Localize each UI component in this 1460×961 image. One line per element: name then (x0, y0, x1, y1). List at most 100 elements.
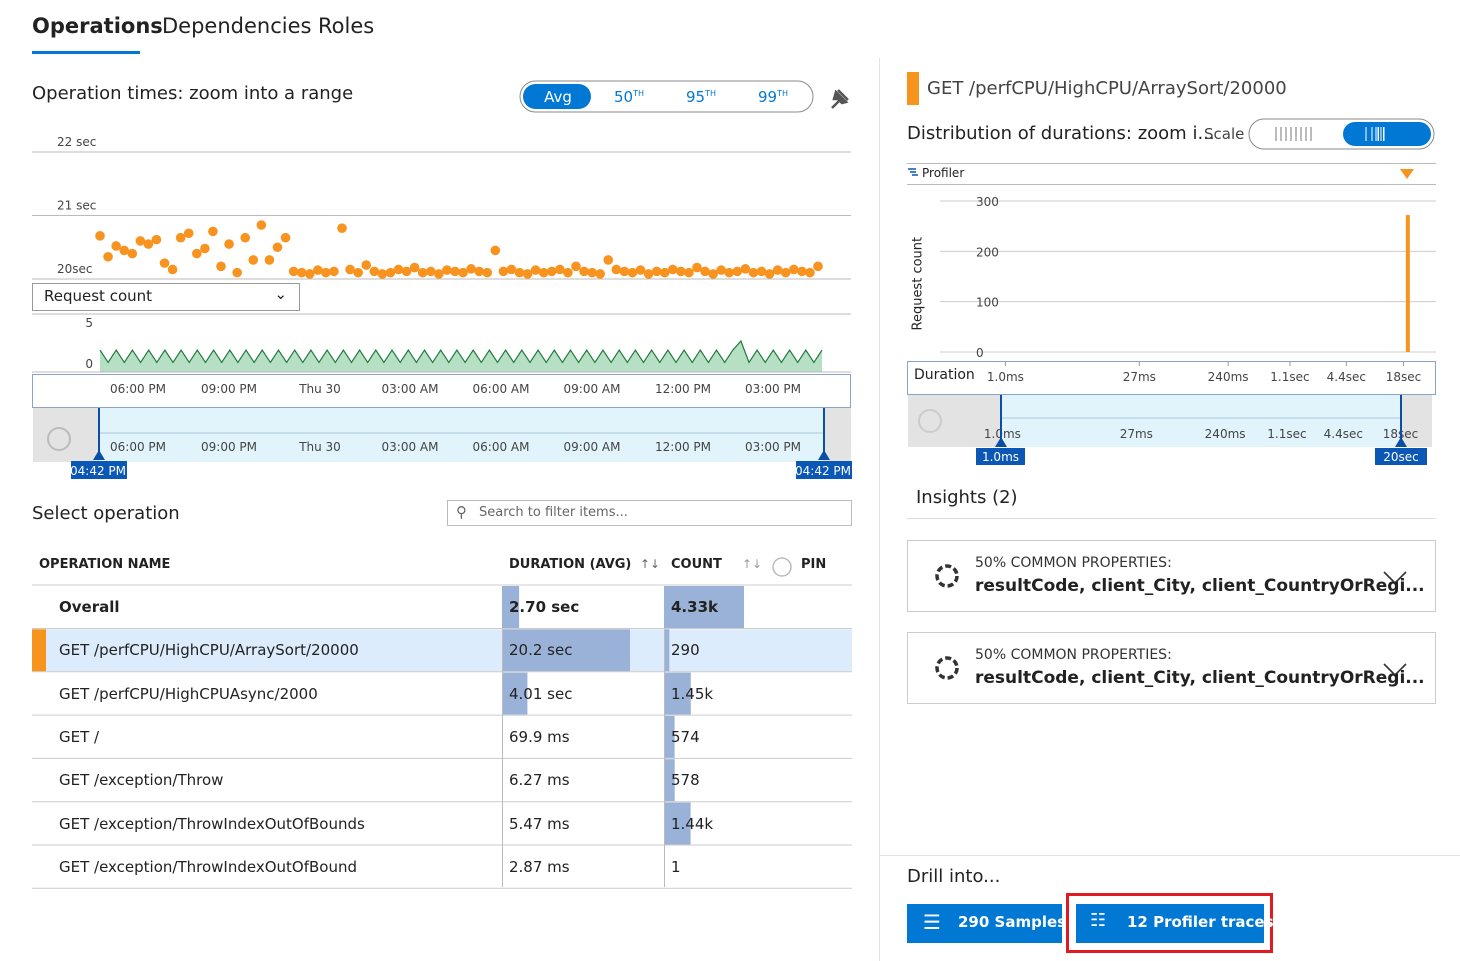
operation-name[interactable]: GET /perfCPU/HighCPU/ArraySort/20000 (59, 641, 359, 660)
sort-icon[interactable]: ↑↓ (742, 557, 763, 571)
scatter-dot (813, 261, 823, 272)
operation-name[interactable]: GET /exception/Throw (59, 771, 224, 790)
x-tick-label: 240ms (1208, 370, 1249, 384)
x-tick-label: 1.0ms (987, 370, 1024, 384)
duration-bar (502, 629, 630, 672)
profiler-button[interactable]: ☷ 12 Profiler traces (1076, 904, 1274, 943)
scatter-dot (313, 265, 323, 275)
y-tick-label: 0 (976, 346, 984, 360)
operation-name[interactable]: Overall (59, 598, 120, 616)
samples-button[interactable]: ☰ 290 Samples (907, 904, 1066, 943)
search-icon: ⚲ (456, 503, 467, 521)
scatter-dot (264, 255, 275, 265)
brush-out-left (33, 408, 100, 462)
chevron (1383, 663, 1407, 677)
x-tick-label: 1.1sec (1270, 370, 1309, 384)
column-header[interactable]: OPERATION NAME (39, 557, 171, 572)
scatter-dot (522, 269, 533, 279)
count: 578 (671, 771, 700, 790)
scatter-dot (514, 267, 525, 278)
scatter-dot (216, 261, 226, 272)
row-marker (32, 629, 46, 672)
percentile-option[interactable]: 95TH (676, 88, 726, 106)
y-tick-label: 200 (976, 245, 999, 259)
handle-label: 04:42 PM (70, 464, 126, 478)
percentile-option[interactable]: 99TH (748, 88, 798, 106)
tab[interactable]: Dependencies (162, 14, 312, 38)
y-tick-label: 5 (85, 316, 93, 330)
trace-icon: ☷ (1090, 910, 1107, 931)
scatter-dot (740, 264, 751, 274)
scatter-dot (127, 248, 138, 259)
duration: 2.70 sec (509, 598, 580, 616)
pill-selected (523, 84, 591, 109)
y-tick-label: 0 (85, 357, 93, 371)
scatter-dot (208, 226, 218, 237)
scale-selected (1343, 122, 1431, 146)
scatter-dot (506, 264, 517, 275)
scatter-dot (619, 266, 630, 277)
chevron (1383, 571, 1407, 585)
scatter-dot (643, 269, 654, 279)
handle-label: 20sec (1383, 450, 1419, 464)
scatter-dot (232, 267, 242, 278)
percentile-label: 99 (758, 88, 778, 106)
scatter-dot (498, 266, 509, 277)
column-header[interactable]: DURATION (AVG) (509, 557, 632, 572)
insight-text[interactable]: resultCode, client_City, client_CountryO… (975, 576, 1425, 596)
sort-icon[interactable]: ↑↓ (640, 557, 661, 571)
handle-marker (1395, 437, 1407, 447)
x-tick-label: 4.4sec (1324, 427, 1363, 441)
metric-select[interactable]: Request count ⌄ (32, 283, 300, 311)
insight-text[interactable]: resultCode, client_City, client_CountryO… (975, 668, 1425, 688)
scatter-dot (797, 266, 807, 277)
x-tick-label: 240ms (1205, 427, 1246, 441)
time-label: 03:00 PM (745, 440, 801, 454)
handle-marker (818, 450, 830, 460)
search-box[interactable]: ⚲ Search to filter items... (447, 500, 852, 526)
column-header[interactable]: COUNT (671, 557, 722, 572)
scatter-dot (385, 267, 396, 278)
drill-title: Drill into... (907, 866, 1001, 887)
operation-name[interactable]: GET /exception/ThrowIndexOutOfBound (59, 857, 357, 876)
percentile-option[interactable]: Avg (533, 88, 583, 106)
tab[interactable]: Operations (32, 14, 163, 38)
scatter-dot (135, 236, 146, 246)
count-bar (664, 586, 744, 628)
chart-title: Distribution of durations: zoom i... (907, 123, 1215, 144)
percentile-option[interactable]: 50TH (604, 88, 654, 106)
operation-name[interactable]: GET /perfCPU/HighCPUAsync/2000 (59, 684, 318, 703)
insight-card (907, 540, 1436, 612)
scatter-dot (192, 248, 202, 259)
scatter-dot (538, 267, 549, 278)
scatter-dot (724, 267, 735, 278)
operation-name[interactable]: GET / (59, 727, 100, 746)
scatter-dot (587, 267, 597, 278)
duration: 20.2 sec (509, 641, 573, 660)
scatter-dot (756, 266, 767, 277)
operation-name[interactable]: GET /exception/ThrowIndexOutOfBounds (59, 814, 365, 833)
percentile-suffix: TH (777, 89, 788, 98)
scale-label: Scale (1204, 125, 1245, 143)
percentile-label: 50 (614, 88, 634, 106)
scatter-dot (450, 266, 460, 277)
percentile-suffix: TH (633, 89, 644, 98)
scatter-dot (95, 231, 105, 241)
scatter-dot (700, 266, 710, 277)
count-bar (664, 759, 675, 802)
scatter-dot (458, 267, 468, 278)
scatter-dot (748, 267, 759, 278)
scatter-dot (111, 241, 121, 251)
scatter-dot (377, 269, 388, 279)
button-label: 12 Profiler traces (1127, 913, 1274, 931)
scatter-dot (627, 267, 638, 278)
pin-icon (831, 89, 849, 109)
handle-box (976, 448, 1025, 465)
scatter-dot (304, 269, 315, 279)
tab[interactable]: Roles (318, 14, 375, 38)
scatter-dot (595, 269, 605, 279)
scatter-dot (482, 267, 493, 278)
time-label: 06:00 PM (110, 440, 166, 454)
operation-marker (907, 72, 919, 105)
